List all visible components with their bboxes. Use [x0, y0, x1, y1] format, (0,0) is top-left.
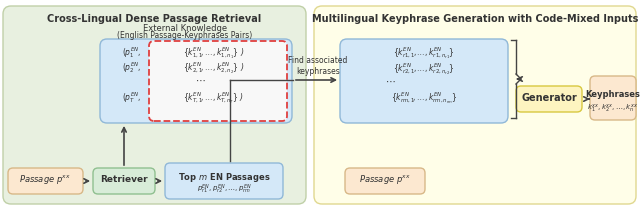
FancyBboxPatch shape [100, 39, 292, 123]
Text: $\{k_{rm,1}^{EN}\!, \ldots, k_{rm,n_{rm}}^{EN}\}$: $\{k_{rm,1}^{EN}\!, \ldots, k_{rm,n_{rm}… [390, 90, 458, 106]
Text: Top $m$ EN Passages: Top $m$ EN Passages [178, 172, 270, 184]
Text: $\{k_{2,1}^{EN}\!,\ldots,k_{2,n_2}^{EN}\}$ ): $\{k_{2,1}^{EN}\!,\ldots,k_{2,n_2}^{EN}\… [183, 60, 244, 76]
Text: $\{k_{1,1}^{EN}\!,\ldots,k_{1,n_1}^{EN}\}$ ): $\{k_{1,1}^{EN}\!,\ldots,k_{1,n_1}^{EN}\… [183, 45, 244, 61]
Text: Multilingual Keyphrase Generation with Code-Mixed Inputs: Multilingual Keyphrase Generation with C… [312, 14, 638, 24]
Text: Cross-Lingual Dense Passage Retrieval: Cross-Lingual Dense Passage Retrieval [47, 14, 261, 24]
FancyBboxPatch shape [149, 41, 287, 121]
FancyBboxPatch shape [165, 163, 283, 199]
FancyBboxPatch shape [590, 76, 636, 120]
Text: $k_1^{xx}, k_2^{xx}, \ldots, k_n^{xx}$: $k_1^{xx}, k_2^{xx}, \ldots, k_n^{xx}$ [588, 103, 639, 115]
Text: External Knowledge: External Knowledge [143, 24, 227, 33]
Text: $(p_T^{EN},$: $(p_T^{EN},$ [122, 90, 141, 105]
FancyBboxPatch shape [3, 6, 306, 204]
Text: Passage $p^{xx}$: Passage $p^{xx}$ [359, 173, 411, 186]
FancyBboxPatch shape [345, 168, 425, 194]
Text: $\{k_{r1,1}^{EN}\!, \ldots, k_{r1,n_{r1}}^{EN}\}$: $\{k_{r1,1}^{EN}\!, \ldots, k_{r1,n_{r1}… [393, 45, 455, 61]
FancyBboxPatch shape [314, 6, 636, 204]
Text: $(p_1^{EN},$: $(p_1^{EN},$ [122, 45, 141, 60]
Text: Generator: Generator [521, 93, 577, 103]
Text: Retriever: Retriever [100, 175, 148, 184]
Text: $\{k_{r2,1}^{EN}\!, \ldots, k_{r2,n_{r2}}^{EN}\}$: $\{k_{r2,1}^{EN}\!, \ldots, k_{r2,n_{r2}… [393, 61, 455, 77]
FancyBboxPatch shape [93, 168, 155, 194]
Text: (English Passage-Keyphrases Pairs): (English Passage-Keyphrases Pairs) [117, 31, 253, 40]
FancyBboxPatch shape [8, 168, 83, 194]
Text: Passage $p^{xx}$: Passage $p^{xx}$ [19, 173, 71, 186]
Text: $\{k_{T,1}^{EN}\!,\ldots,k_{T,n_T}^{EN}\}$ ): $\{k_{T,1}^{EN}\!,\ldots,k_{T,n_T}^{EN}\… [184, 90, 244, 106]
FancyBboxPatch shape [340, 39, 508, 123]
Text: $(p_2^{EN},$: $(p_2^{EN},$ [122, 60, 141, 75]
Text: Keyphrases: Keyphrases [586, 90, 640, 99]
Text: $p_{r1}^{EN}, p_{r2}^{EN}, \ldots, p_{rm}^{EN}$: $p_{r1}^{EN}, p_{r2}^{EN}, \ldots, p_{rm… [196, 182, 252, 196]
Text: $\cdots$: $\cdots$ [385, 76, 396, 86]
Text: $\cdots$: $\cdots$ [195, 75, 205, 85]
FancyBboxPatch shape [516, 86, 582, 112]
Text: Find associated
keyphrases: Find associated keyphrases [288, 56, 348, 76]
